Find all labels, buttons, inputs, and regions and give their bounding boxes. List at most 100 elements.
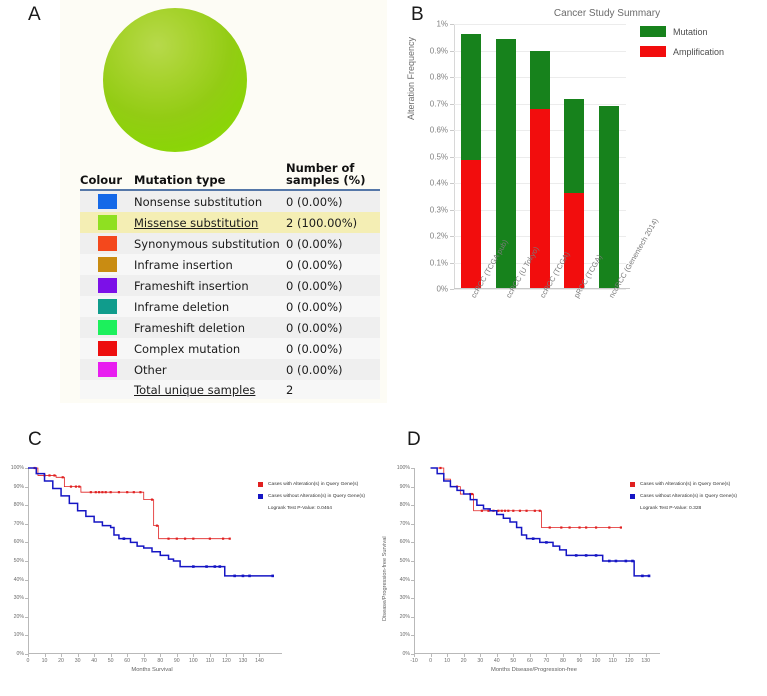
panel-a: A Colour Mutation type Number of samples… — [0, 0, 390, 415]
sample-count-value: 0 (0.00%) — [286, 341, 343, 356]
y-tick-mark — [411, 542, 414, 544]
chart-title: Cancer Study Summary — [553, 8, 661, 19]
censor-marker — [631, 559, 634, 563]
sample-count-value: 0 (0.00%) — [286, 362, 343, 377]
table-row[interactable]: Frameshift deletion 0 (0.00%) — [80, 317, 380, 338]
censor-marker — [61, 476, 64, 479]
chart-legend: Mutation Amplification — [640, 26, 724, 66]
censor-marker — [500, 509, 503, 512]
x-tick-mark — [226, 654, 228, 657]
y-tick-mark — [25, 616, 28, 618]
x-tick-label: 90 — [576, 658, 583, 664]
legend-item-mutation[interactable]: Mutation — [640, 26, 724, 37]
colour-swatch — [97, 299, 117, 314]
legend-swatch-with-alteration — [258, 482, 263, 487]
x-tick-mark — [430, 654, 432, 657]
x-tick-label: 80 — [560, 658, 566, 664]
table-row[interactable]: Nonsense substitution 0 (0.00%) — [80, 191, 380, 212]
panel-b-letter: B — [411, 4, 425, 25]
bar[interactable] — [461, 34, 482, 288]
table-row[interactable]: Synonymous substitution 0 (0.00%) — [80, 233, 380, 254]
censor-marker — [560, 526, 563, 529]
y-tick-mark — [25, 523, 28, 525]
censor-marker — [619, 526, 622, 529]
x-tick-label: 70 — [543, 658, 550, 664]
y-tick-label: 90% — [13, 483, 24, 490]
colour-cell — [80, 257, 134, 272]
y-tick-label: 10% — [13, 632, 24, 639]
table-row[interactable]: Inframe deletion 0 (0.00%) — [80, 296, 380, 317]
x-tick-label: 120 — [624, 658, 634, 664]
censor-marker — [109, 491, 112, 494]
y-tick-label: 0.2% — [429, 231, 448, 241]
table-row[interactable]: Inframe insertion 0 (0.00%) — [80, 254, 380, 275]
y-tick-label: 30% — [13, 595, 24, 602]
mutation-type-label: Synonymous substitution — [134, 236, 280, 251]
x-tick-mark — [629, 654, 631, 657]
table-row[interactable]: Frameshift insertion 0 (0.00%) — [80, 275, 380, 296]
survival-curve — [430, 467, 650, 577]
bar[interactable] — [495, 38, 516, 288]
x-tick-mark — [463, 654, 465, 657]
legend-item-with-alteration[interactable]: Cases with Alteration(s) in Query Gene(s… — [630, 482, 737, 487]
x-tick-mark — [562, 654, 564, 657]
legend-item-without-alteration[interactable]: Cases without Alteration(s) in Query Gen… — [258, 494, 365, 499]
y-tick-mark — [25, 486, 28, 488]
y-tick-mark — [25, 654, 28, 655]
censor-marker — [548, 526, 551, 529]
colour-swatch — [97, 278, 117, 293]
mutation-type-label[interactable]: Missense substitution — [134, 215, 259, 230]
mutation-summary-card: Colour Mutation type Number of samples (… — [60, 0, 387, 403]
censor-marker — [480, 509, 483, 512]
table-row[interactable]: Other 0 (0.00%) — [80, 359, 380, 380]
panel-a-letter: A — [28, 4, 42, 25]
colour-swatch — [97, 236, 117, 251]
legend-item-amplification[interactable]: Amplification — [640, 46, 724, 57]
survival-curves — [430, 466, 651, 578]
bar[interactable] — [598, 106, 619, 288]
y-tick-label: 0.4% — [429, 178, 448, 188]
censor-marker — [624, 559, 628, 563]
censor-marker — [584, 554, 588, 557]
legend-swatch-without-alteration — [258, 494, 263, 499]
x-tick-mark — [28, 654, 29, 657]
bar[interactable] — [564, 98, 585, 288]
x-tick-mark — [529, 654, 531, 657]
x-tick-mark — [480, 654, 482, 657]
censor-marker — [248, 574, 251, 578]
colour-cell — [80, 341, 134, 356]
y-tick-label: 70% — [399, 520, 410, 527]
column-header-colour: Colour — [80, 173, 123, 187]
censor-marker — [574, 554, 578, 557]
x-tick-label: 100 — [591, 658, 601, 664]
censor-marker — [614, 559, 618, 563]
legend-item-with-alteration[interactable]: Cases with Alteration(s) in Query Gene(s… — [258, 482, 365, 487]
total-unique-samples-link[interactable]: Total unique samples — [134, 382, 256, 397]
x-tick-mark — [259, 654, 261, 657]
x-tick-mark — [193, 654, 195, 657]
colour-cell — [80, 320, 134, 335]
y-tick-label: 0.5% — [429, 152, 448, 161]
censor-marker — [205, 565, 208, 568]
x-tick-label: 40 — [493, 658, 500, 664]
censor-marker — [117, 491, 121, 494]
censor-marker — [104, 491, 107, 494]
x-tick-label: 0 — [429, 658, 432, 664]
table-header-rule — [80, 189, 380, 191]
censor-marker — [213, 565, 217, 568]
x-tick-mark — [579, 654, 581, 657]
y-tick-mark — [450, 103, 454, 105]
progression-free-survival-chart: 0% 10% 20% 30% 40% 50% 60% 70% 80% 90% 100% -10 0 10… — [382, 465, 660, 673]
legend-item-without-alteration[interactable]: Cases without Alteration(s) in Query Gen… — [630, 494, 737, 499]
x-tick-label: -10 — [410, 658, 418, 664]
mutation-type-label: Inframe deletion — [134, 299, 230, 314]
bar-segment-mutation — [598, 106, 619, 288]
x-tick-label: 80 — [157, 658, 164, 664]
column-header-number-of-samples: Number of samples (%) — [286, 162, 380, 186]
y-axis-line — [28, 468, 29, 654]
censor-marker — [53, 474, 56, 477]
table-row[interactable]: Missense substitution 2 (100.00%) — [80, 212, 380, 233]
grid-line — [454, 289, 626, 290]
bar[interactable] — [530, 51, 550, 288]
table-row[interactable]: Complex mutation 0 (0.00%) — [80, 338, 380, 359]
